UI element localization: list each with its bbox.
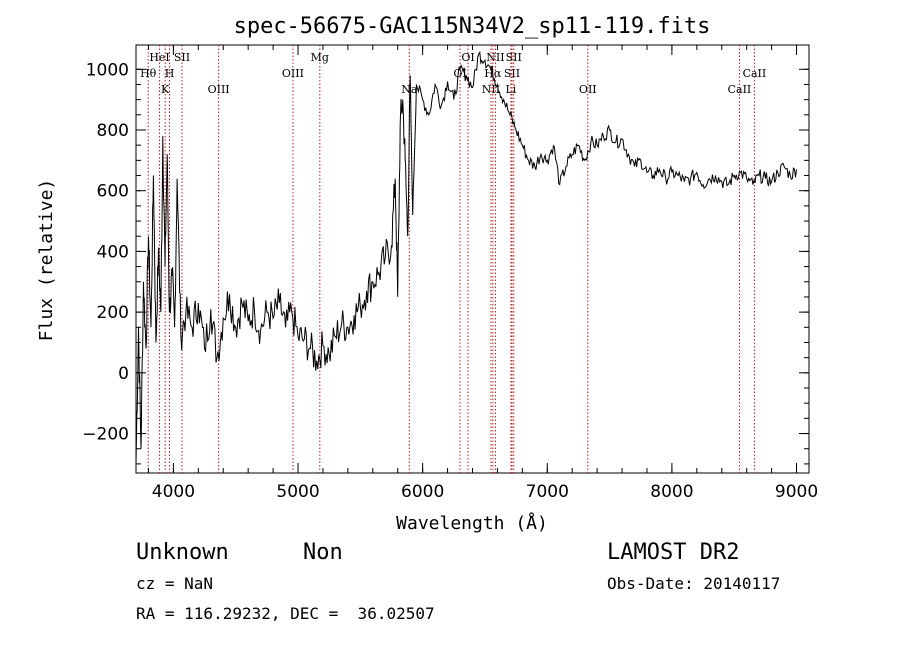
x-axis-label: Wavelength (Å) bbox=[396, 512, 548, 534]
marker-label: Li bbox=[505, 83, 516, 96]
marker-label: OI bbox=[461, 51, 474, 64]
y-tick-label: 800 bbox=[97, 121, 129, 141]
plot-frame bbox=[135, 44, 810, 474]
marker-label: SII bbox=[506, 51, 522, 64]
y-tick-label: 200 bbox=[97, 303, 129, 323]
observation-date: Obs-Date: 20140117 bbox=[607, 574, 781, 593]
y-tick-label: 400 bbox=[97, 242, 129, 262]
spectrum-line bbox=[135, 50, 797, 464]
spectrum-chart: spec-56675-GAC115N34V2_sp11-119.fits Hθ H… bbox=[36, 14, 818, 534]
y-tick-label: 600 bbox=[97, 182, 129, 202]
y-axis: −200 0 200 400 600 800 1000 bbox=[82, 60, 809, 465]
object-class: Unknown bbox=[136, 540, 229, 565]
marker-label: HeI bbox=[149, 51, 169, 64]
marker-label: CaII bbox=[743, 67, 767, 80]
x-axis: 4000 5000 6000 7000 8000 9000 bbox=[147, 45, 818, 502]
marker-label: NII bbox=[486, 51, 504, 64]
sky-coordinates: RA = 116.29232, DEC = 36.02507 bbox=[136, 604, 435, 623]
marker-label: SII bbox=[504, 67, 520, 80]
marker-label: K bbox=[161, 83, 170, 96]
x-tick-label: 5000 bbox=[276, 482, 319, 502]
marker-label: OIII bbox=[208, 83, 230, 96]
redshift-value: cz = NaN bbox=[136, 574, 214, 593]
y-axis-label: Flux (relative) bbox=[36, 179, 57, 342]
spectrum-series bbox=[135, 50, 797, 464]
object-subclass: Non bbox=[303, 540, 343, 565]
marker-label: CaII bbox=[728, 83, 752, 96]
marker-label: SII bbox=[174, 51, 190, 64]
y-tick-label: 0 bbox=[118, 364, 129, 384]
x-tick-label: 9000 bbox=[775, 482, 818, 502]
x-tick-label: 6000 bbox=[401, 482, 444, 502]
x-tick-label: 4000 bbox=[152, 482, 195, 502]
chart-title: spec-56675-GAC115N34V2_sp11-119.fits bbox=[234, 14, 711, 39]
y-tick-label: −200 bbox=[82, 425, 129, 445]
marker-label: OII bbox=[579, 83, 597, 96]
x-tick-label: 8000 bbox=[650, 482, 693, 502]
x-tick-label: 7000 bbox=[526, 482, 569, 502]
y-tick-label: 1000 bbox=[86, 60, 129, 80]
survey-name: LAMOST DR2 bbox=[607, 540, 740, 565]
marker-label: OIII bbox=[282, 67, 304, 80]
marker-label: Hθ bbox=[140, 67, 157, 80]
line-markers: HθHeIKHSIIOIIIOIIIMgNaOIOINIIHαNIILiSIIS… bbox=[140, 45, 766, 473]
marker-label: Mg bbox=[311, 51, 329, 64]
marker-label: H bbox=[165, 67, 175, 80]
